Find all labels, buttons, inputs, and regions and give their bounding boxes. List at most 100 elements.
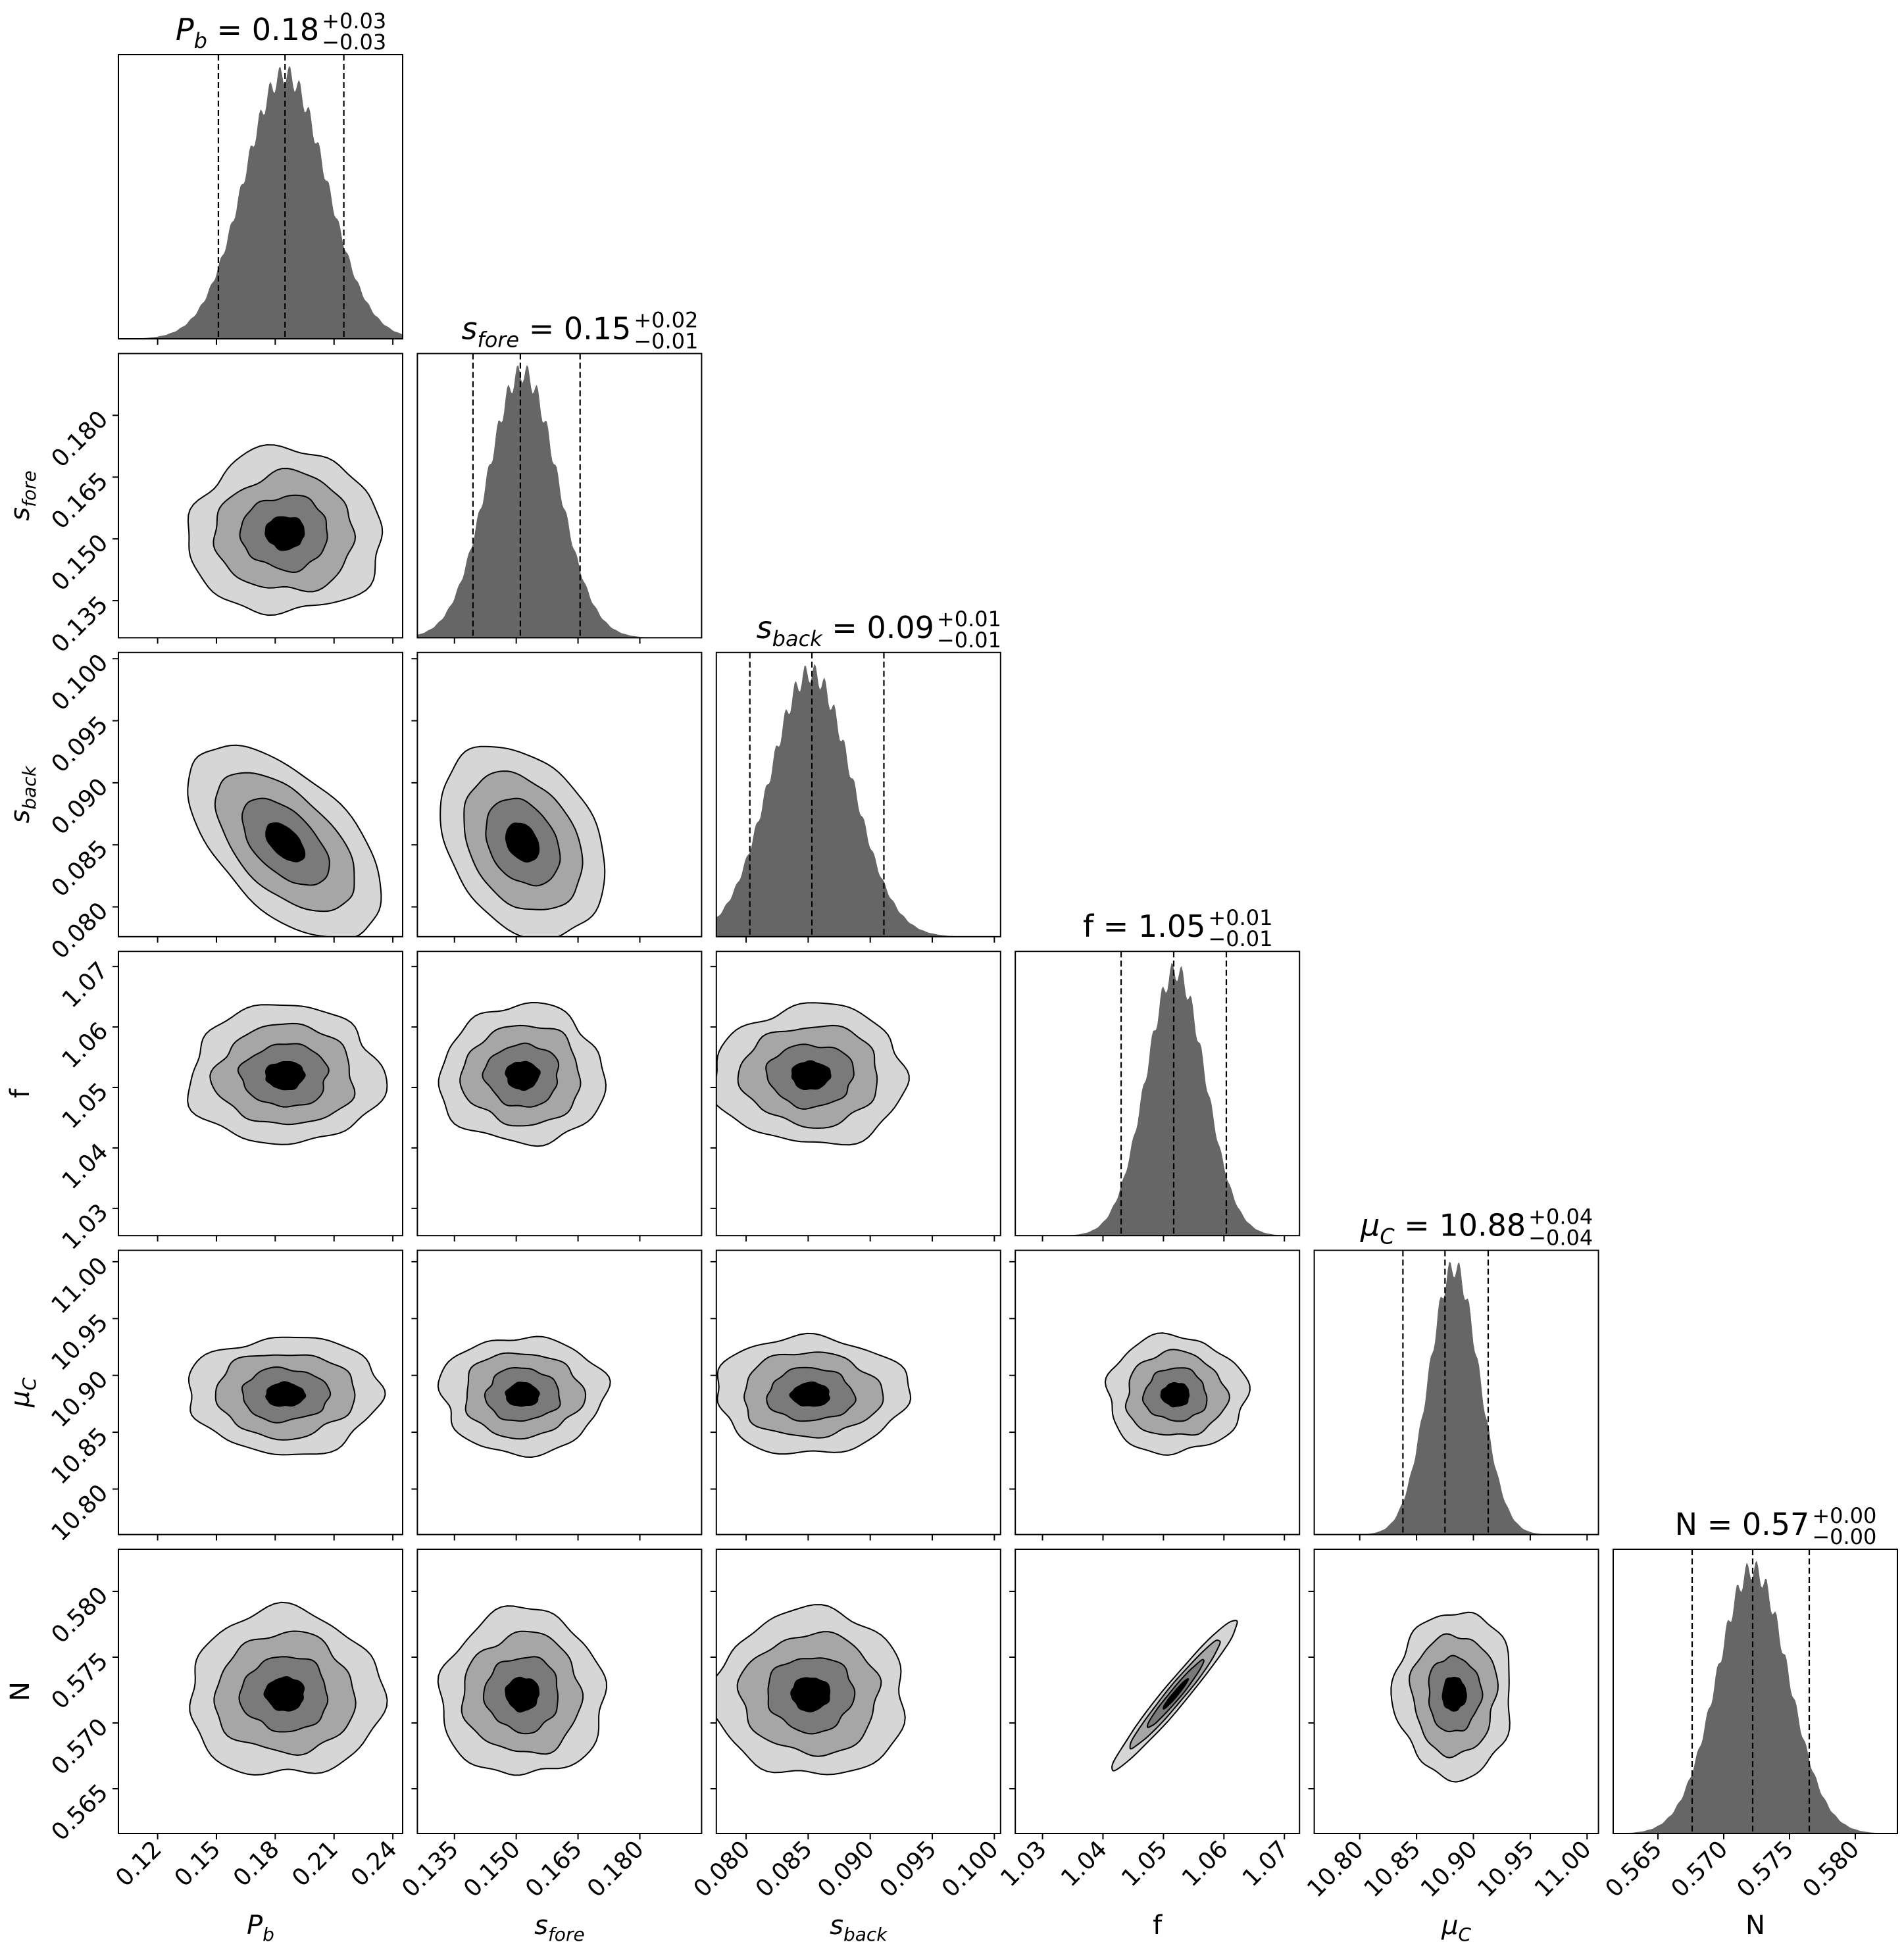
- y-axis-label-mu_C: μC: [5, 1378, 40, 1408]
- panel-frame: [118, 353, 403, 639]
- histogram-mu_C: [1347, 1261, 1562, 1535]
- x-tick-label-N-1: 0.570: [1666, 1835, 1733, 1903]
- panel-frame: [118, 951, 403, 1237]
- panel-grid: Pb = 0.18 +0.03−0.030.1350.1500.1650.180s…: [5, 9, 1898, 1944]
- histogram-panel-mu_C: μC = 10.88 +0.04−0.04: [1313, 1205, 1599, 1541]
- x-tick-label-P_b-0: 0.12: [111, 1835, 167, 1892]
- x-tick-label-N-3: 0.580: [1797, 1835, 1865, 1903]
- x-axis-label-N: N: [1745, 1910, 1765, 1941]
- y-tick-label-mu_C-4: 11.00: [46, 1252, 113, 1319]
- y-tick-label-s_back-1: 0.085: [46, 835, 113, 903]
- contour-level-4: [265, 1060, 306, 1091]
- x-tick-label-mu_C-1: 10.85: [1359, 1835, 1426, 1903]
- panel-frame: [1613, 1549, 1898, 1834]
- y-tick-label-f-2: 1.05: [57, 1078, 114, 1134]
- contour-panel-s_back-mu_C: [710, 1249, 1001, 1541]
- panel-frame: [118, 54, 403, 339]
- contour-panel-s_fore-f: [411, 951, 703, 1242]
- contour-level-4: [505, 822, 540, 863]
- title-P_b: Pb = 0.18: [176, 12, 319, 53]
- y-tick-label-mu_C-3: 10.95: [46, 1309, 113, 1376]
- histogram-N: [1613, 1560, 1897, 1833]
- contour-level-4: [505, 1060, 541, 1091]
- x-tick-label-mu_C-3: 10.95: [1472, 1835, 1540, 1903]
- contour-panel-s_fore-s_back: [411, 651, 703, 943]
- x-tick-label-f-2: 1.05: [1116, 1835, 1173, 1892]
- x-axis-label-mu_C: μC: [1441, 1910, 1471, 1944]
- y-tick-label-N-0: 0.565: [46, 1779, 113, 1846]
- y-tick-label-mu_C-1: 10.85: [46, 1422, 113, 1489]
- x-tick-label-f-1: 1.04: [1056, 1835, 1113, 1892]
- y-axis-label-s_back: sback: [5, 764, 40, 823]
- panel-frame: [715, 951, 1001, 1237]
- y-tick-label-N-3: 0.580: [46, 1582, 113, 1649]
- title-minus-mu_C: −0.04: [1528, 1226, 1593, 1251]
- panel-frame: [715, 1249, 1001, 1535]
- title-minus-N: −0.00: [1812, 1524, 1876, 1549]
- y-axis-label-N: N: [5, 1682, 36, 1701]
- panel-frame: [416, 951, 703, 1237]
- x-tick-label-s_fore-2: 0.165: [520, 1835, 588, 1903]
- y-tick-label-mu_C-2: 10.90: [46, 1366, 113, 1433]
- title-plus-s_back: +0.01: [937, 607, 1001, 632]
- title-s_fore: sfore = 0.15: [461, 311, 631, 352]
- x-tick-label-s_back-1: 0.085: [751, 1835, 818, 1903]
- histogram-s_back: [716, 664, 985, 937]
- histogram-panel-s_back: sback = 0.09 +0.01−0.01: [715, 607, 1001, 943]
- contour-level-4: [265, 822, 306, 862]
- contour-level-4: [264, 516, 305, 551]
- x-axis-label-s_fore: sfore: [534, 1910, 585, 1944]
- x-tick-label-f-3: 1.06: [1177, 1835, 1234, 1892]
- y-tick-label-mu_C-0: 10.80: [46, 1480, 113, 1547]
- contour-level-4: [1160, 1382, 1190, 1408]
- y-tick-label-f-0: 1.03: [57, 1199, 114, 1255]
- y-axis-label-f: f: [5, 1088, 36, 1098]
- histogram-panel-s_fore: sfore = 0.15 +0.02−0.01: [416, 307, 703, 644]
- panel-frame: [1015, 1549, 1301, 1834]
- y-tick-label-N-2: 0.575: [46, 1647, 113, 1714]
- title-f: f = 1.05: [1083, 909, 1205, 944]
- histogram-f: [1015, 962, 1300, 1236]
- y-tick-label-s_fore-1: 0.150: [46, 530, 113, 597]
- x-tick-label-s_back-3: 0.095: [875, 1835, 942, 1903]
- title-plus-f: +0.01: [1208, 905, 1272, 930]
- x-tick-label-mu_C-4: 11.00: [1530, 1835, 1597, 1903]
- title-plus-N: +0.00: [1812, 1503, 1876, 1528]
- x-tick-label-s_back-0: 0.080: [689, 1835, 756, 1903]
- histogram-panel-P_b: Pb = 0.18 +0.03−0.03: [118, 9, 403, 345]
- panel-frame: [118, 1249, 403, 1535]
- contour-level-4: [263, 1676, 305, 1712]
- title-plus-P_b: +0.03: [322, 9, 386, 34]
- x-tick-label-mu_C-2: 10.90: [1416, 1835, 1483, 1903]
- x-tick-label-f-4: 1.07: [1238, 1835, 1294, 1892]
- y-tick-label-s_fore-0: 0.135: [46, 591, 113, 658]
- y-tick-label-s_fore-2: 0.165: [46, 468, 113, 535]
- y-axis-label-s_fore: sfore: [5, 470, 40, 521]
- histogram-panel-f: f = 1.05 +0.01−0.01: [1015, 905, 1301, 1242]
- x-axis-label-s_back: sback: [830, 1910, 888, 1944]
- contour-level-4: [505, 1382, 540, 1407]
- x-tick-label-s_fore-1: 0.150: [459, 1835, 526, 1903]
- y-tick-label-s_back-4: 0.100: [46, 649, 113, 716]
- y-tick-label-s_fore-3: 0.180: [46, 406, 113, 473]
- title-minus-s_back: −0.01: [937, 628, 1001, 653]
- panel-frame: [416, 1549, 703, 1834]
- x-tick-label-s_back-2: 0.090: [813, 1835, 880, 1903]
- contour-level-4: [789, 1381, 830, 1407]
- title-s_back: sback = 0.09: [757, 610, 934, 651]
- panel-frame: [118, 1549, 403, 1834]
- panel-frame: [715, 651, 1001, 937]
- title-minus-P_b: −0.03: [322, 30, 386, 55]
- title-plus-s_fore: +0.02: [634, 307, 698, 332]
- panel-frame: [118, 651, 403, 937]
- title-mu_C: μC = 10.88: [1360, 1208, 1526, 1249]
- title-minus-s_fore: −0.01: [634, 328, 698, 353]
- y-tick-label-f-4: 1.07: [57, 957, 114, 1014]
